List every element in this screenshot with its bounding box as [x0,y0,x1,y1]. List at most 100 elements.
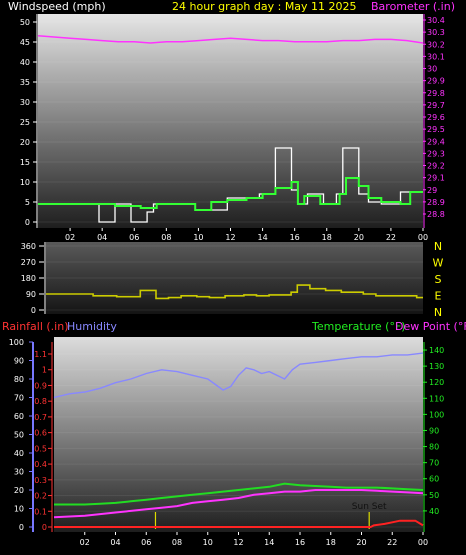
temperature-y-tick-label: 40 [429,507,439,516]
temperature-x-tick-label: 14 [264,538,274,547]
temperature-panel-background [54,337,423,532]
barometer-y-tick-label: 30.2 [427,40,445,49]
barometer-y-tick-label: 29.7 [427,101,445,110]
sun-event-label: Sun Set [352,502,387,512]
rain-y-tick-label: 0.3 [34,476,47,485]
barometer-y-tick-label: 29.2 [427,162,445,171]
wind-panel-background [38,14,423,228]
direction-y-tick-label: 0 [31,306,36,315]
legend-dewpoint: Dew Point (°F) [395,320,466,333]
barometer-y-tick-label: 29 [427,186,437,195]
rain-y-tick-label: 0.2 [34,492,47,501]
rain-y-tick-label: 0.5 [34,444,47,453]
temperature-x-tick-label: 16 [295,538,305,547]
legend-rainfall: Rainfall (.in) [2,320,69,333]
barometer-line [37,35,424,44]
barometer-y-tick-label: 29.5 [427,125,445,134]
wind-y-tick-label: 50 [20,18,30,27]
humidity-y-tick-label: 90 [14,357,24,366]
barometer-y-tick-label: 29.9 [427,77,445,86]
temperature-line [54,482,424,506]
compass-label: W [433,257,444,270]
barometer-y-tick-label: 29.6 [427,113,445,122]
humidity-y-tick-label: 30 [14,468,24,477]
wind-y-tick-label: 10 [20,178,30,187]
rain-y-tick-label: 1.1 [34,350,47,359]
rain-y-tick-label: 0.7 [34,413,47,422]
temperature-y-tick-label: 100 [429,410,444,419]
humidity-y-tick-label: 40 [14,449,24,458]
temperature-x-tick-label: 00 [418,538,428,547]
rain-y-tick-label: 0.1 [34,507,47,516]
rain-y-tick-label: 1 [42,366,47,375]
wind-x-tick-label: 06 [129,233,139,242]
compass-label: N [434,306,442,319]
barometer-y-tick-label: 30 [427,65,437,74]
rain-y-tick-label: 0.6 [34,429,47,438]
wind-y-tick-label: 15 [20,158,30,167]
wind-y-tick-label: 35 [20,78,30,87]
wind-x-tick-label: 18 [322,233,332,242]
chart-title: 24 hour graph day : May 11 2025 [172,0,357,13]
barometer-axis-title: Barometer (.in) [371,0,455,13]
direction-y-tick-label: 270 [21,258,36,267]
wind-x-tick-label: 14 [257,233,267,242]
wind-y-tick-label: 45 [20,38,30,47]
wind-x-tick-label: 00 [418,233,428,242]
average-wind-line [38,177,423,211]
temperature-y-tick-label: 140 [429,346,444,355]
wind-x-tick-label: 08 [161,233,171,242]
temperature-x-tick-label: 08 [172,538,182,547]
temperature-x-tick-label: 06 [141,538,151,547]
wind-y-tick-label: 5 [25,198,30,207]
legend-temperature: Temperature (°F) [311,320,406,333]
compass-label: S [435,273,442,286]
humidity-y-tick-label: 70 [14,394,24,403]
wind-y-tick-label: 30 [20,98,30,107]
humidity-y-tick-label: 100 [9,338,24,347]
rainfall-line [54,519,424,528]
barometer-y-tick-label: 30.4 [427,16,445,25]
temperature-y-tick-label: 120 [429,378,444,387]
temperature-y-tick-label: 70 [429,459,439,468]
barometer-y-tick-label: 29.4 [427,137,445,146]
windspeed-axis-title: Windspeed (mph) [8,0,106,13]
wind-y-tick-label: 20 [20,138,30,147]
barometer-y-tick-label: 29.8 [427,89,445,98]
wind-x-tick-label: 12 [225,233,235,242]
temperature-y-tick-label: 80 [429,443,439,452]
temperature-y-tick-label: 60 [429,475,439,484]
wind-y-tick-label: 0 [25,218,30,227]
temperature-x-tick-label: 18 [326,538,336,547]
direction-y-tick-label: 360 [21,242,36,251]
wind-x-tick-label: 02 [65,233,75,242]
barometer-y-tick-label: 30.1 [427,52,445,61]
direction-y-tick-label: 180 [21,274,36,283]
legend-humidity: Humidity [67,320,117,333]
temperature-x-tick-label: 02 [80,538,90,547]
humidity-y-tick-label: 60 [14,412,24,421]
wind-x-tick-label: 22 [386,233,396,242]
humidity-y-tick-label: 50 [14,431,24,440]
rain-y-tick-label: 0.9 [34,381,47,390]
rain-y-tick-label: 0 [42,523,47,532]
rain-y-tick-label: 0.4 [34,460,47,469]
temperature-y-tick-label: 50 [429,491,439,500]
humidity-y-tick-label: 20 [14,486,24,495]
temperature-x-tick-label: 20 [356,538,366,547]
humidity-y-tick-label: 10 [14,505,24,514]
temperature-y-tick-label: 110 [429,394,444,403]
wind-x-tick-label: 20 [354,233,364,242]
humidity-line [53,352,424,399]
wind-x-tick-label: 04 [97,233,107,242]
temperature-x-tick-label: 04 [110,538,120,547]
dewpoint-line [53,489,424,519]
barometer-y-tick-label: 28.9 [427,198,445,207]
temperature-y-tick-label: 90 [429,426,439,435]
wind-x-tick-label: 10 [193,233,203,242]
humidity-y-tick-label: 0 [19,523,24,532]
temperature-x-tick-label: 12 [233,538,243,547]
wind-direction-line [46,284,423,300]
humidity-y-tick-label: 80 [14,375,24,384]
direction-panel-background [46,242,423,314]
